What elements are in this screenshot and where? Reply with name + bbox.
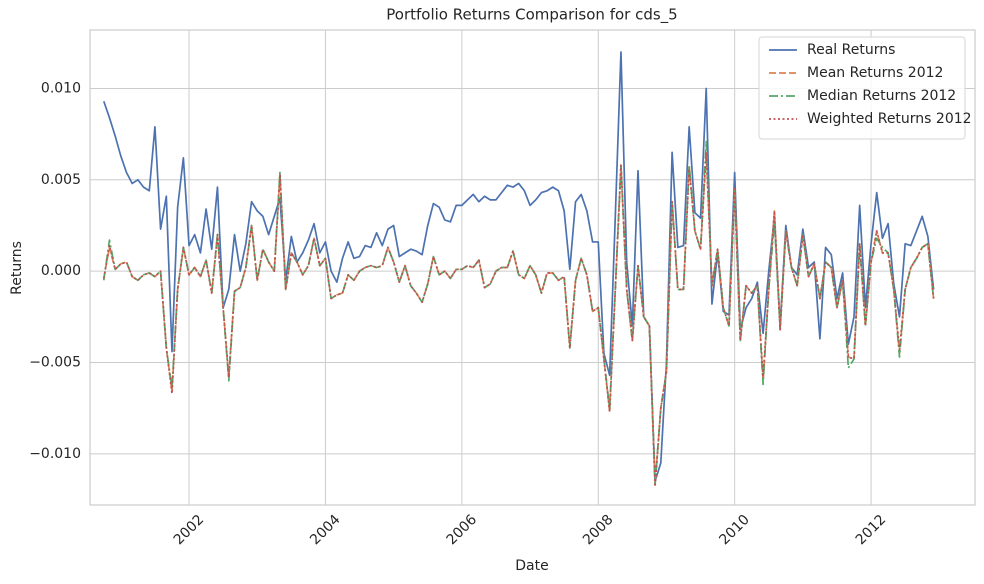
legend: Real Returns Mean Returns 2012 Median Retu…	[758, 36, 972, 140]
plot-frame	[89, 29, 976, 506]
y-tick-label: 0.000	[41, 263, 81, 279]
legend-box	[758, 36, 966, 140]
y-tick-label: −0.005	[29, 355, 81, 371]
legend-label: Weighted Returns 2012	[807, 111, 972, 127]
legend-label: Real Returns	[807, 42, 895, 58]
y-tick-label: 0.010	[41, 80, 81, 96]
chart-title: Portfolio Returns Comparison for cds_5	[386, 6, 677, 25]
y-axis-label: Returns	[9, 241, 25, 295]
y-tick-label: −0.010	[29, 446, 81, 462]
y-tick-label: 0.005	[41, 172, 81, 188]
legend-label: Median Returns 2012	[807, 88, 956, 104]
legend-label: Mean Returns 2012	[807, 65, 943, 81]
series-line	[102, 151, 935, 488]
x-axis-label: Date	[515, 558, 548, 574]
series-line	[102, 51, 935, 483]
